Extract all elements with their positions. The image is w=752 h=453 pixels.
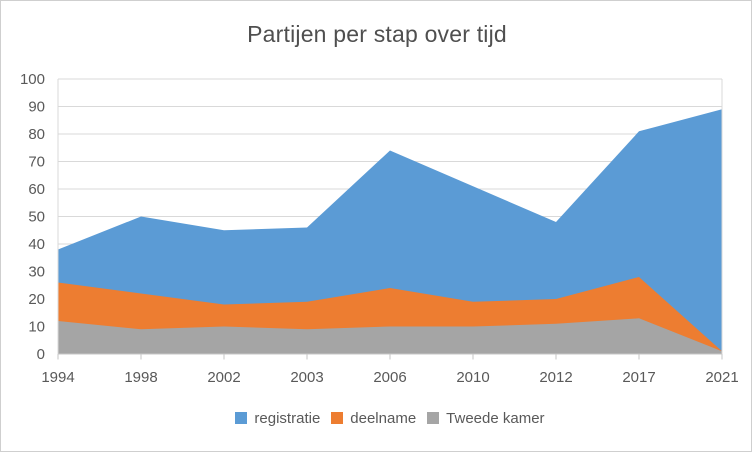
x-axis-label: 2003 bbox=[290, 369, 323, 386]
y-axis-label: 30 bbox=[28, 264, 45, 281]
legend-swatch-tweede-kamer bbox=[427, 412, 440, 424]
legend-label-deelname: deelname bbox=[350, 409, 417, 427]
legend-swatch-registratie bbox=[235, 412, 248, 424]
area-registratie bbox=[58, 109, 722, 354]
legend-label-registratie: registratie bbox=[254, 409, 321, 427]
x-axis-label: 2002 bbox=[207, 369, 240, 386]
legend-item-deelname: deelname bbox=[331, 410, 416, 427]
y-axis-label: 40 bbox=[28, 236, 45, 253]
legend-label-tweede-kamer: Tweede kamer bbox=[446, 409, 545, 427]
legend-item-registratie: registratie bbox=[235, 410, 320, 427]
y-axis-label: 70 bbox=[28, 154, 45, 171]
x-axis-label: 2006 bbox=[373, 369, 406, 386]
legend-swatch-deelname bbox=[331, 412, 344, 424]
x-axis-label: 1994 bbox=[41, 369, 74, 386]
y-axis-label: 20 bbox=[28, 291, 45, 308]
x-axis-label: 1998 bbox=[124, 369, 157, 386]
y-axis-label: 0 bbox=[37, 346, 45, 363]
chart-title: Partijen per stap over tijd bbox=[247, 21, 507, 47]
x-axis-label: 2012 bbox=[539, 369, 572, 386]
x-axis-label: 2021 bbox=[705, 369, 738, 386]
y-axis-label: 80 bbox=[28, 126, 45, 143]
y-axis-label: 60 bbox=[28, 181, 45, 198]
y-axis-label: 100 bbox=[20, 71, 45, 88]
legend: registratie deelname Tweede kamer bbox=[58, 408, 722, 428]
x-axis-label: 2017 bbox=[622, 369, 655, 386]
legend-item-tweede-kamer: Tweede kamer bbox=[427, 409, 545, 427]
area-tweede-kamer bbox=[58, 318, 722, 354]
y-axis-label: 50 bbox=[28, 209, 45, 226]
x-axis-label: 2010 bbox=[456, 369, 489, 386]
y-axis-label: 10 bbox=[28, 319, 45, 336]
y-axis-label: 90 bbox=[28, 99, 45, 116]
